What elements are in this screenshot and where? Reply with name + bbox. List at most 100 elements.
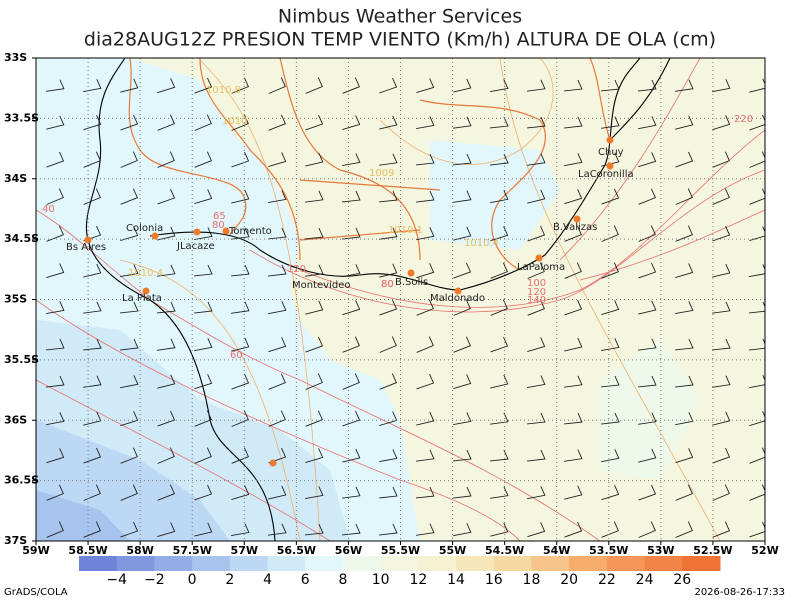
wind-barb (342, 300, 361, 316)
wind-barb (749, 78, 765, 93)
wind-barb (416, 190, 435, 203)
wind-barb (194, 301, 213, 314)
wind-barb (305, 486, 324, 500)
wind-barb (453, 412, 472, 426)
plot-area (36, 58, 765, 541)
wind-barb (305, 336, 324, 353)
wind-barb (194, 484, 213, 501)
wind-barb (268, 190, 287, 204)
wind-barb (194, 77, 213, 94)
wind-barb (120, 301, 139, 314)
wind-barb (120, 226, 139, 241)
wind-barb (453, 226, 472, 241)
wind-barb (83, 301, 102, 314)
wind-barb (305, 410, 323, 427)
city-dot (222, 227, 230, 235)
colorbar-label: 20 (560, 572, 578, 588)
x-tick-label: 55.5W (381, 544, 420, 557)
wind-barb (305, 114, 324, 131)
wind-barb (342, 77, 360, 94)
wind-barb (638, 412, 657, 425)
wind-barb (416, 411, 435, 426)
city-label: Montevideo (292, 280, 350, 291)
wind-barb (490, 336, 509, 353)
wind-barb (268, 410, 286, 427)
wind-barb (83, 115, 102, 131)
x-tick-label: 54W (543, 544, 570, 557)
wind-barb (453, 116, 472, 129)
contour-label: 1010.4 (464, 238, 499, 249)
wind-barb (564, 449, 583, 462)
wind-barb (231, 114, 249, 131)
contour-label: 80 (381, 279, 394, 290)
wind-barb (490, 262, 508, 279)
wind-barb (120, 521, 139, 538)
wind-barb (749, 226, 765, 241)
wind-barb (157, 151, 175, 168)
wind-barb (157, 264, 176, 277)
borders (128, 58, 611, 271)
wind-barb (564, 262, 582, 279)
wind-barb (675, 188, 693, 205)
wind-barb (305, 190, 324, 203)
city-dot (269, 459, 277, 467)
x-tick-label: 53.5W (589, 544, 628, 557)
wind-barb (379, 77, 398, 94)
wind-barb (379, 227, 398, 240)
colorbar-label: 26 (673, 572, 691, 588)
colorbar-label: 18 (523, 572, 541, 588)
shade-cold (36, 490, 130, 541)
wind-barb (675, 338, 694, 351)
wind-barb (268, 523, 287, 536)
wind-barb (231, 410, 249, 427)
wind-barb (120, 411, 139, 427)
city-dot (142, 287, 150, 295)
wind-barb (749, 447, 765, 464)
wind-barb (416, 263, 435, 279)
colorbar-label: 10 (372, 572, 390, 588)
wind-barb (379, 449, 398, 463)
colorbar-label: 16 (485, 572, 503, 588)
wind-barb (527, 522, 546, 538)
y-tick-label: 36.5S (4, 474, 39, 487)
wind-barb (342, 264, 361, 278)
wind-barb (564, 153, 583, 167)
wind-barb (712, 447, 731, 464)
contour-label: 65 (213, 211, 226, 222)
wind-barb (379, 299, 398, 316)
wind-barb (712, 521, 730, 538)
wind-barb (194, 338, 213, 352)
colorbar-box (267, 556, 306, 571)
wind-barb (194, 227, 213, 241)
wind-barb (564, 79, 583, 92)
wind-barb (268, 337, 287, 353)
wind-barb (490, 486, 509, 499)
wind-barb (490, 190, 509, 204)
wind-barb (453, 262, 472, 279)
wind-barb (157, 374, 176, 389)
wind-barb (453, 299, 471, 316)
wind-barb (453, 486, 472, 499)
wind-barb (46, 301, 65, 315)
wind-barb (83, 447, 102, 464)
colorbar-box (606, 556, 646, 571)
city-label: LaPaloma (517, 262, 565, 273)
wind-barb (231, 77, 249, 94)
wind-barb (194, 264, 213, 277)
wind-barb (342, 448, 361, 463)
wind-barb (83, 338, 102, 351)
wind-barb (305, 227, 324, 240)
wind-barb (564, 189, 583, 205)
wind-barb (416, 449, 435, 462)
wind-barb (120, 447, 138, 464)
wind-barb (749, 375, 765, 389)
y-tick-label: 33.5S (4, 111, 39, 124)
wind-barb (120, 484, 138, 501)
wind-barb (305, 152, 324, 167)
wind-barb (305, 300, 324, 315)
contour-label: 1010.1 (388, 225, 423, 236)
wind-barb (601, 225, 619, 242)
x-tick-label: 56.5W (277, 544, 316, 557)
wind-barb (379, 336, 397, 353)
wind-barb (268, 152, 287, 167)
